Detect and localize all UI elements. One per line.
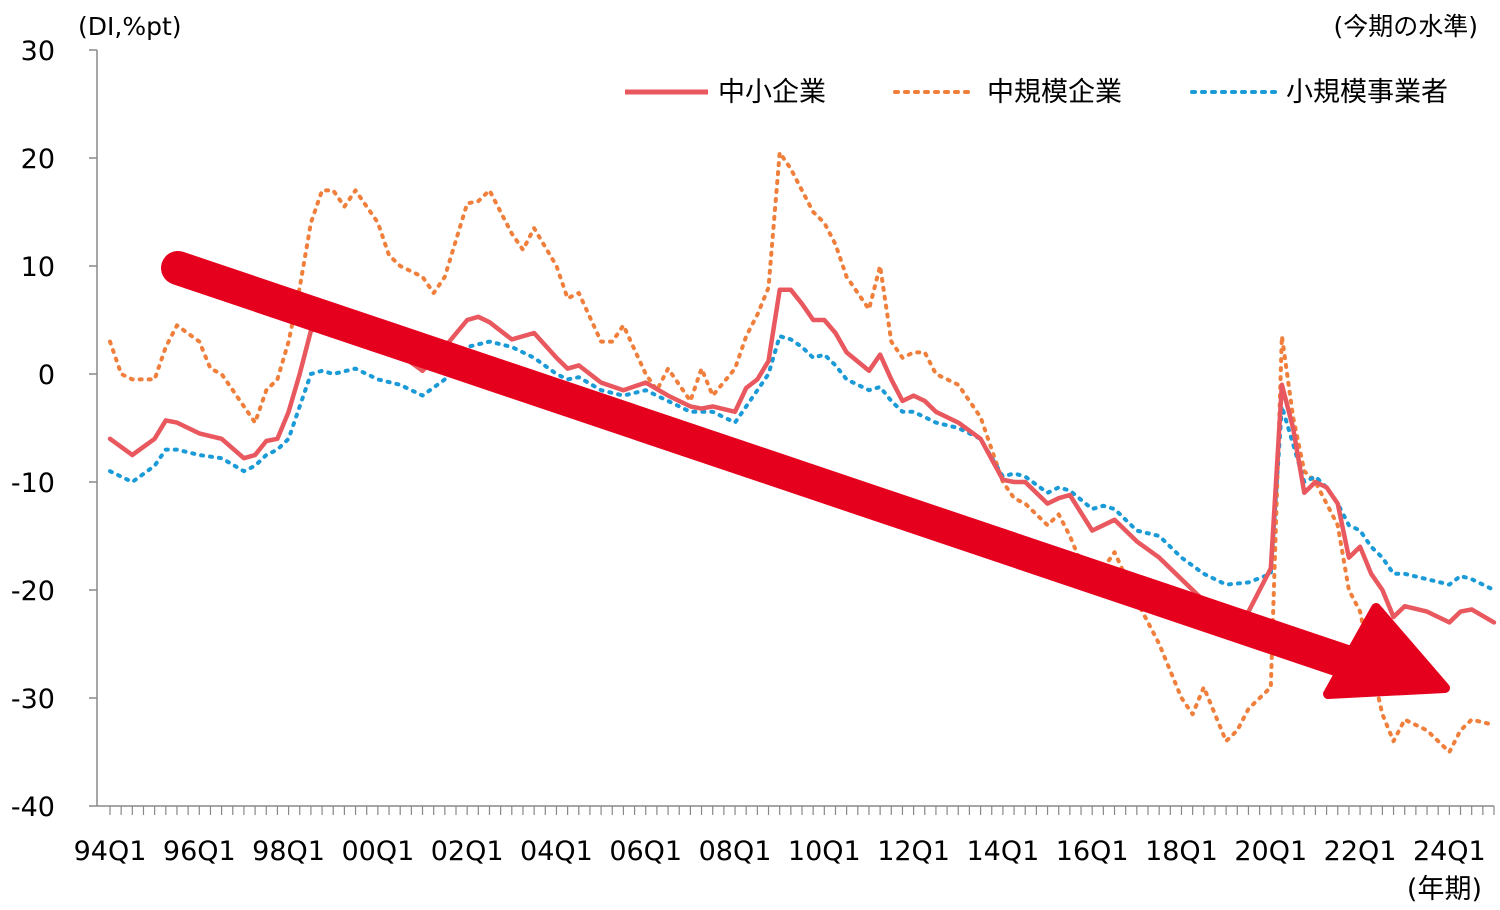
x-tick-label: 10Q1 xyxy=(788,836,861,867)
y-unit-label: (DI,%pt) xyxy=(78,12,182,41)
trend-arrow xyxy=(161,251,1450,699)
series-line-1 xyxy=(108,150,1496,754)
x-unit-label: (年期) xyxy=(1407,874,1482,905)
y-tick-label: -40 xyxy=(11,792,55,823)
x-tick-label: 14Q1 xyxy=(967,836,1040,867)
x-tick-label: 22Q1 xyxy=(1324,836,1397,867)
y-tick-label: 30 xyxy=(21,36,55,67)
x-tick-label: 18Q1 xyxy=(1145,836,1218,867)
trend-arrow-shaft xyxy=(161,251,1372,682)
series-line-0 xyxy=(107,287,1497,625)
x-tick-label: 08Q1 xyxy=(699,836,772,867)
x-tick-label: 06Q1 xyxy=(609,836,682,867)
x-tick-label: 04Q1 xyxy=(520,836,593,867)
x-tick-label: 94Q1 xyxy=(74,836,147,867)
legend-label-small: 小規模事業者 xyxy=(1286,77,1448,108)
series-layer xyxy=(107,150,1497,754)
x-tick-label: 12Q1 xyxy=(877,836,950,867)
legend-label-medium: 中規模企業 xyxy=(987,77,1122,108)
legend: 中小企業 中規模企業 小規模事業者 xyxy=(625,77,1448,108)
y-tick-label: -30 xyxy=(11,684,55,715)
x-tick-label: 98Q1 xyxy=(252,836,325,867)
x-tick-label: 16Q1 xyxy=(1056,836,1129,867)
y-tick-label: -20 xyxy=(11,576,55,607)
x-tick-label: 24Q1 xyxy=(1413,836,1486,867)
x-tick-label: 02Q1 xyxy=(431,836,504,867)
x-tick-label: 96Q1 xyxy=(163,836,236,867)
x-tick-label: 00Q1 xyxy=(341,836,414,867)
axes: 30 20 10 0 -10 -20 -30 -40 94Q1 96Q1 98Q1 00Q1 02Q1 0… xyxy=(11,36,1495,867)
x-tick-label: 20Q1 xyxy=(1234,836,1307,867)
y-tick-label: 0 xyxy=(38,360,55,391)
y-tick-label: 20 xyxy=(21,144,55,175)
legend-label-small-medium: 中小企業 xyxy=(718,77,826,108)
trend-arrow-head xyxy=(1323,603,1450,699)
top-right-label: (今期の水準) xyxy=(1333,12,1478,41)
y-tick-label: 10 xyxy=(21,252,55,283)
y-tick-label: -10 xyxy=(11,468,55,499)
